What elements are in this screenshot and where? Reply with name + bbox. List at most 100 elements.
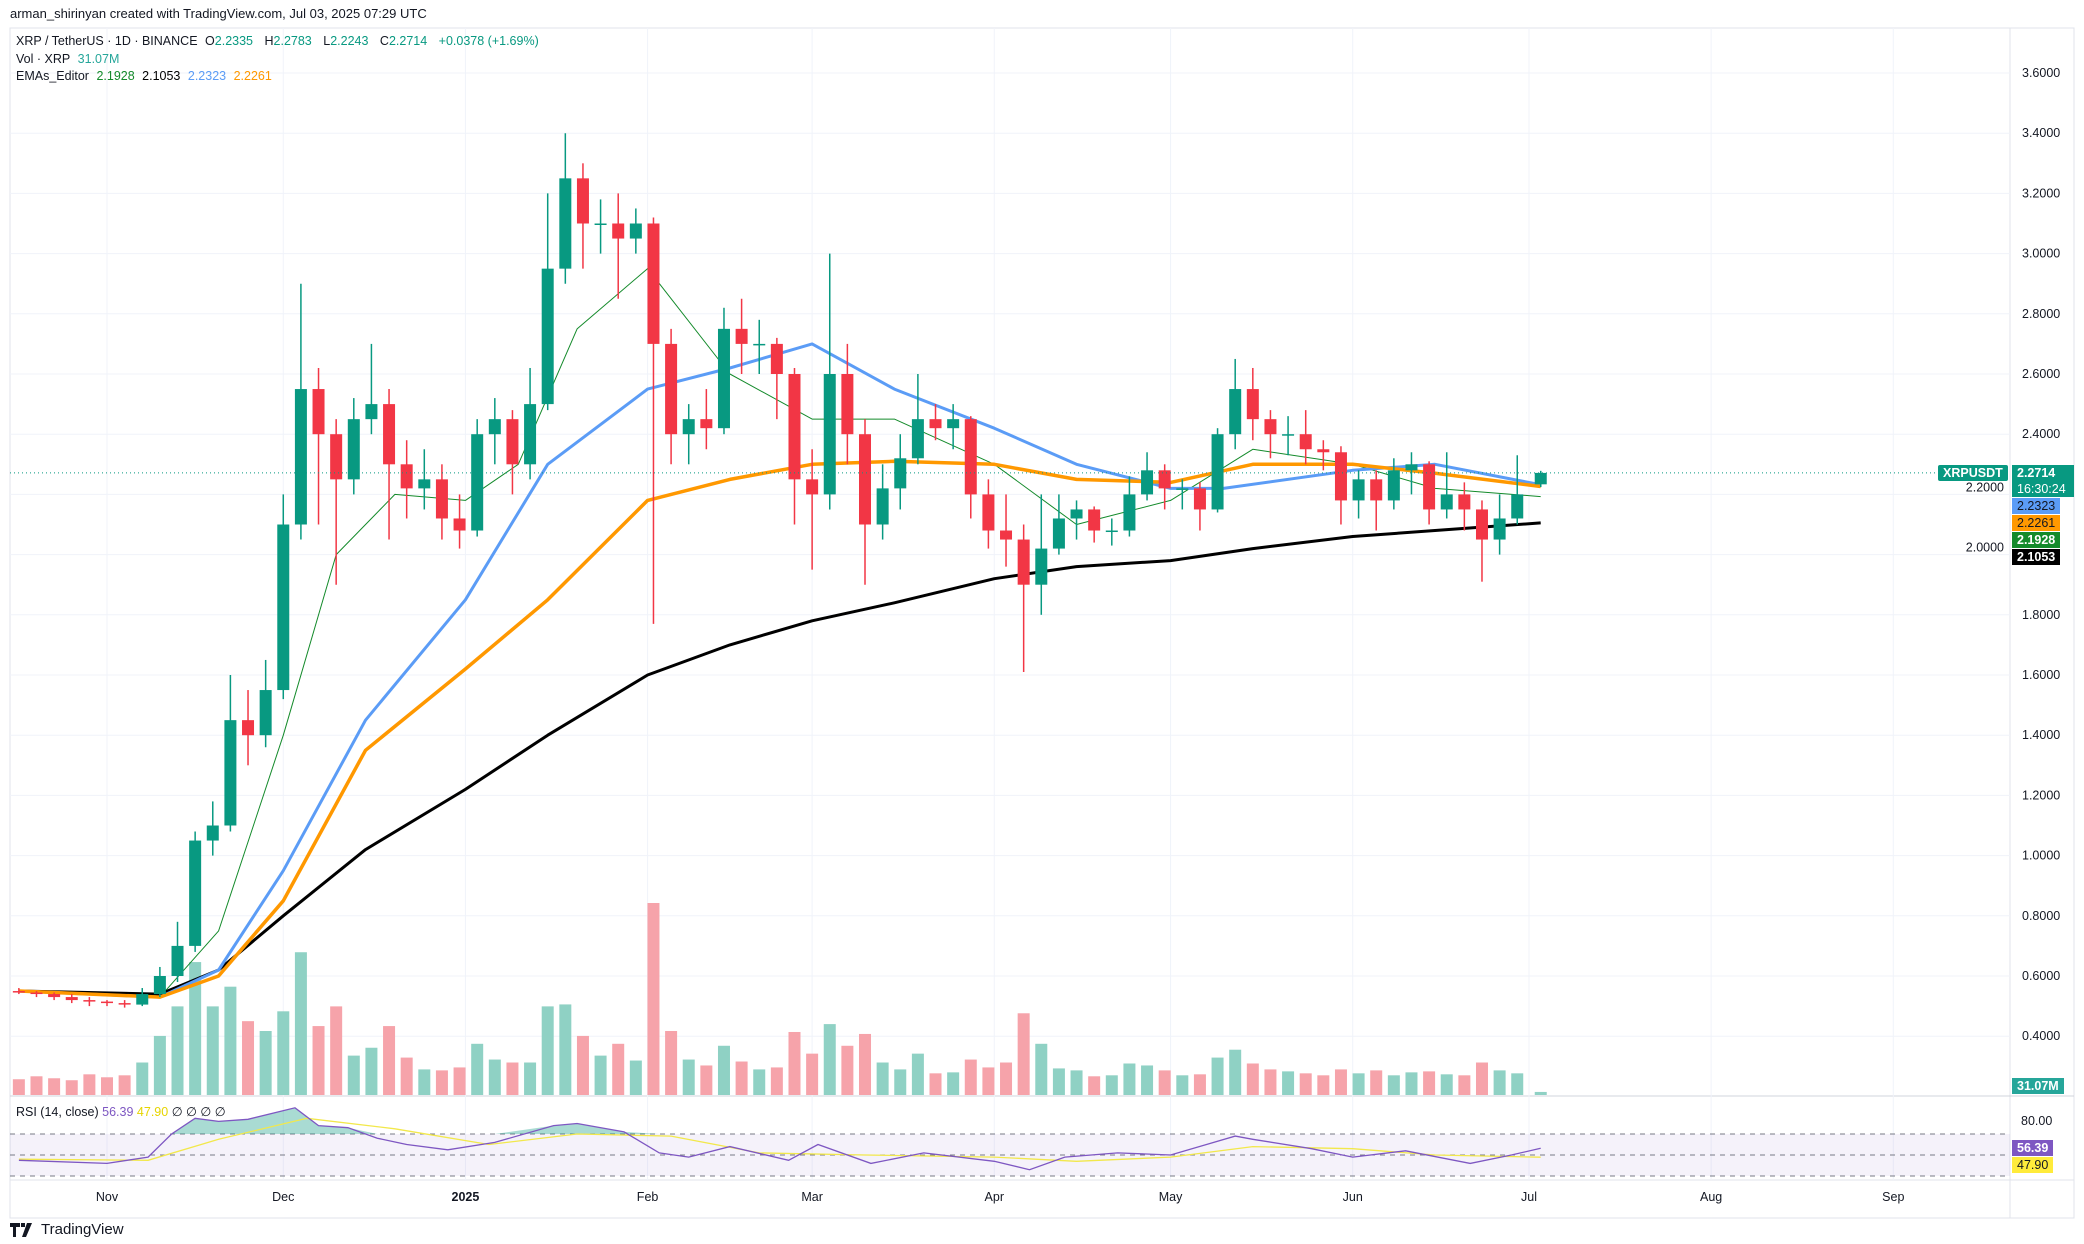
candle: [647, 217, 660, 624]
candle: [12, 988, 25, 995]
time-tick-label: May: [1158, 1190, 1183, 1204]
ema-green-tag: 2.1928: [2012, 532, 2061, 548]
candle: [1070, 500, 1083, 540]
volume-bar: [206, 1006, 219, 1095]
volume-bar: [418, 1069, 431, 1095]
candle-body: [506, 419, 519, 465]
candle-body: [559, 178, 572, 269]
volume-bar: [735, 1061, 748, 1095]
candle-body: [1229, 389, 1242, 435]
candle-body: [136, 994, 149, 1005]
price-tick-label: 1.4000: [2022, 728, 2060, 742]
candle-body: [717, 328, 730, 429]
candle-body: [1264, 419, 1277, 435]
candle: [1493, 494, 1506, 555]
ema-value-green: 2.1928: [96, 69, 135, 83]
candle: [435, 464, 448, 540]
ema-legend[interactable]: EMAs_Editor 2.1928 2.1053 2.2323 2.2261: [16, 68, 543, 86]
candle: [876, 464, 889, 540]
candle: [471, 419, 484, 537]
high-label: H: [264, 34, 274, 48]
candle: [30, 991, 43, 998]
candle: [594, 199, 607, 254]
volume-bar: [770, 1067, 783, 1095]
candle-body: [1088, 509, 1101, 531]
rsi-extra-values: ∅ ∅ ∅ ∅: [171, 1105, 226, 1119]
volume-bar: [1052, 1068, 1065, 1095]
volume-bar: [594, 1055, 607, 1095]
candle: [1534, 470, 1547, 488]
tradingview-logo-icon: [10, 1222, 32, 1237]
volume-bar: [1070, 1070, 1083, 1095]
rsi-ma-value: 47.90: [136, 1105, 169, 1119]
candle-body: [1334, 452, 1347, 501]
ema-100-line: [18, 459, 1541, 999]
candle: [665, 328, 678, 465]
candle-body: [347, 419, 360, 480]
candle: [682, 404, 695, 465]
time-tick-label: Apr: [984, 1190, 1004, 1204]
candle-body: [964, 419, 977, 495]
candle-body: [682, 419, 695, 435]
volume-bar: [189, 962, 202, 1095]
volume-bar: [1264, 1069, 1277, 1095]
volume-bar: [559, 1004, 572, 1095]
candle: [101, 1000, 113, 1007]
volume-tag: 31.07M: [2012, 1078, 2064, 1094]
candle-body: [823, 374, 836, 495]
ema-short-line: [18, 268, 1541, 998]
volume-bar: [1211, 1057, 1224, 1095]
candle-body: [1000, 530, 1013, 540]
candle: [735, 298, 748, 374]
candle-body: [471, 434, 484, 531]
candle-body: [947, 419, 960, 429]
candle-body: [330, 434, 343, 480]
volume-bar: [435, 1070, 448, 1095]
volume-bar: [277, 1011, 290, 1095]
symbol-legend[interactable]: XRP / TetherUS · 1D · BINANCE O2.2335 H2…: [16, 33, 543, 51]
volume-bar: [947, 1072, 960, 1095]
candle: [1317, 440, 1330, 471]
time-tick-label: Jul: [1520, 1190, 1537, 1204]
volume-legend[interactable]: Vol · XRP 31.07M: [16, 51, 543, 69]
tradingview-brand: TradingView: [41, 1221, 124, 1238]
rsi-legend[interactable]: RSI (14, close) 56.39 47.90 ∅ ∅ ∅ ∅: [16, 1104, 226, 1119]
candle-body: [1317, 449, 1330, 453]
candle-body: [576, 178, 589, 224]
price-tick-label: 3.0000: [2022, 247, 2060, 261]
tradingview-logo[interactable]: TradingView: [10, 1221, 124, 1238]
candle: [365, 343, 378, 435]
candle: [929, 404, 942, 441]
candle-body: [153, 976, 166, 995]
candle: [1334, 446, 1347, 525]
volume-bar: [629, 1060, 642, 1095]
candle: [294, 283, 307, 540]
candle-body: [312, 389, 325, 435]
volume-bar: [1493, 1070, 1506, 1095]
volume-bar: [753, 1069, 766, 1095]
candle-body: [1458, 494, 1471, 510]
candle-body: [1440, 494, 1453, 510]
volume-bar: [576, 1035, 589, 1095]
price-tick-label: 2.8000: [2022, 307, 2060, 321]
time-tick-label: Dec: [272, 1190, 295, 1204]
volume-bar: [612, 1043, 625, 1095]
candle-body: [876, 488, 889, 525]
volume-bar: [541, 1006, 554, 1095]
price-tick-label: 1.0000: [2022, 849, 2060, 863]
price-tick-label: 0.6000: [2022, 969, 2060, 983]
ohlc-close: C2.2714: [380, 34, 431, 48]
volume-label: Vol · XRP: [16, 51, 71, 66]
candle: [242, 690, 255, 766]
volume-bar: [153, 1035, 166, 1095]
candle: [1052, 494, 1065, 555]
candle-body: [911, 419, 924, 459]
candle: [629, 208, 642, 254]
candle-body: [1299, 434, 1312, 450]
candle-body: [1211, 434, 1224, 510]
candle-body: [929, 419, 942, 429]
volume-bar: [911, 1053, 924, 1095]
volume-bar: [1176, 1075, 1189, 1095]
volume-bar: [118, 1075, 131, 1095]
